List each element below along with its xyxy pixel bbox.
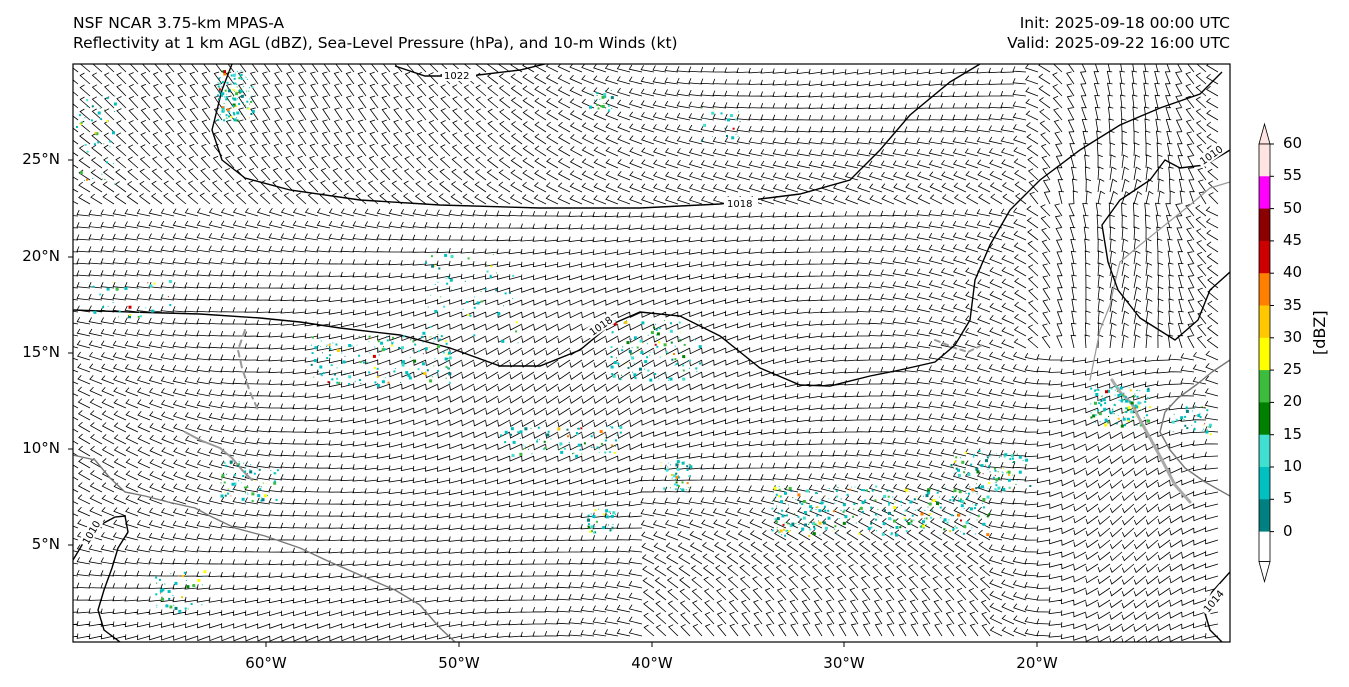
colorbar-segment bbox=[1259, 434, 1270, 468]
colorbar-segment bbox=[1259, 337, 1270, 371]
coastlines bbox=[73, 181, 1230, 642]
lon-label: 60°W bbox=[245, 654, 287, 672]
colorbar-tick-label: 10 bbox=[1283, 457, 1303, 475]
colorbar-title: [dBZ] bbox=[1310, 310, 1329, 355]
lat-label: 5°N bbox=[31, 535, 60, 553]
colorbar-tick-label: 60 bbox=[1283, 134, 1303, 152]
colorbar bbox=[1258, 122, 1274, 584]
init-time: Init: 2025-09-18 00:00 UTC bbox=[1019, 14, 1230, 32]
colorbar-tick-label: 50 bbox=[1283, 198, 1303, 217]
map-panel: 1022 1018 1018 1010 1010 1014 bbox=[73, 64, 1230, 642]
colorbar-tick-label: 25 bbox=[1283, 360, 1303, 379]
colorbar-segment bbox=[1259, 305, 1270, 339]
colorbar-tick-label: 35 bbox=[1283, 295, 1303, 314]
lat-label: 10°N bbox=[22, 439, 60, 457]
axis-ticks bbox=[68, 159, 1038, 647]
lat-label: 15°N bbox=[22, 343, 60, 361]
lon-label: 40°W bbox=[631, 654, 673, 672]
colorbar-tick-label: 0 bbox=[1283, 521, 1293, 540]
colorbar-tick-label: 55 bbox=[1283, 166, 1303, 185]
colorbar-tick-label: 15 bbox=[1283, 424, 1303, 443]
isobar-label: 1022 bbox=[444, 71, 469, 82]
colorbar-segment bbox=[1259, 176, 1270, 210]
colorbar-tick-label: 45 bbox=[1283, 230, 1303, 249]
lat-label: 25°N bbox=[22, 150, 60, 168]
colorbar-tick-label: 40 bbox=[1283, 263, 1303, 282]
colorbar-tick-label: 20 bbox=[1283, 392, 1303, 411]
colorbar-segment bbox=[1259, 240, 1270, 274]
reflectivity bbox=[76, 70, 1212, 613]
fields-description: Reflectivity at 1 km AGL (dBZ), Sea-Leve… bbox=[73, 34, 678, 52]
colorbar-segment bbox=[1259, 467, 1270, 500]
isobar-label: 1018 bbox=[727, 199, 752, 210]
colorbar-segment bbox=[1259, 208, 1270, 242]
colorbar-segment bbox=[1259, 273, 1270, 306]
valid-time: Valid: 2025-09-22 16:00 UTC bbox=[1007, 34, 1230, 52]
map-title: NSF NCAR 3.75-km MPAS-A Reflectivity at … bbox=[73, 13, 678, 53]
time-info: Init: 2025-09-18 00:00 UTC Valid: 2025-0… bbox=[1007, 13, 1230, 53]
colorbar-tick-label: 30 bbox=[1283, 327, 1303, 346]
colorbar-segment bbox=[1259, 370, 1270, 403]
colorbar-segment bbox=[1259, 402, 1270, 436]
lon-label: 30°W bbox=[823, 654, 865, 672]
model-name: NSF NCAR 3.75-km MPAS-A bbox=[73, 14, 285, 32]
colorbar-tick-label: 5 bbox=[1283, 489, 1293, 508]
isobars bbox=[73, 64, 1230, 642]
colorbar-segment bbox=[1259, 499, 1270, 533]
lon-label: 20°W bbox=[1016, 654, 1058, 672]
lat-label: 20°N bbox=[22, 247, 60, 265]
lon-label: 50°W bbox=[438, 654, 480, 672]
colorbar-segment bbox=[1259, 144, 1270, 177]
